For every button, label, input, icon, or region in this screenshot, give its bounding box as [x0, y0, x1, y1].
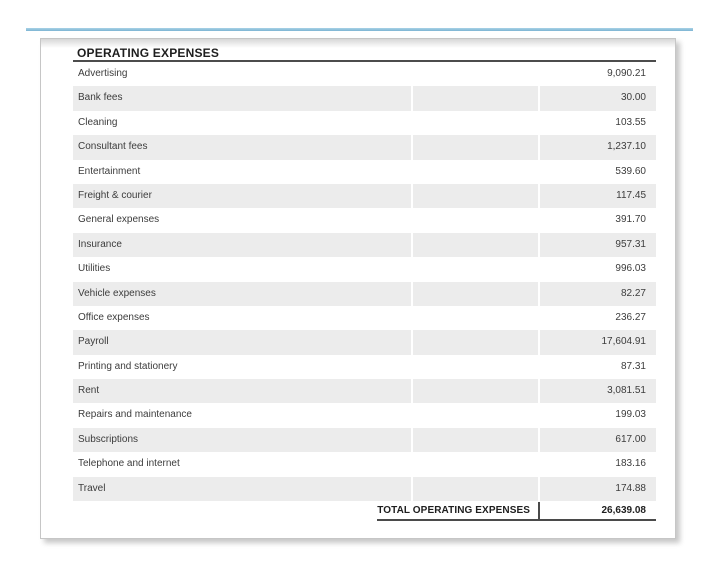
expense-name: Advertising [73, 62, 411, 87]
expense-name: Bank fees [73, 86, 411, 111]
expense-name: Office expenses [73, 305, 411, 331]
expense-amount: 1,237.10 [540, 135, 656, 160]
expense-amount: 3,081.51 [540, 379, 656, 404]
expense-mid-column [413, 305, 538, 331]
expense-row[interactable]: Entertainment 539.60 [73, 159, 656, 184]
expense-row[interactable]: Travel 174.88 [73, 476, 656, 502]
expense-name: Subscriptions [73, 427, 411, 453]
expense-mid-column [413, 427, 538, 453]
expense-name: Freight & courier [73, 183, 411, 209]
expense-row[interactable]: Printing and stationery 87.31 [73, 354, 656, 380]
operating-expenses-table: OPERATING EXPENSES Advertising 9,090.21 … [73, 45, 656, 521]
expense-amount: 996.03 [540, 257, 656, 282]
expense-mid-column [413, 452, 538, 477]
expense-mid-column [413, 62, 538, 87]
report-card: OPERATING EXPENSES Advertising 9,090.21 … [40, 38, 676, 539]
expense-amount: 117.45 [540, 183, 656, 209]
expense-amount: 103.55 [540, 110, 656, 136]
expense-mid-column [413, 330, 538, 355]
expense-mid-column [413, 208, 538, 233]
expense-row[interactable]: Consultant fees 1,237.10 [73, 135, 656, 160]
top-accent-line [26, 28, 693, 31]
expense-row[interactable]: General expenses 391.70 [73, 208, 656, 233]
expense-row[interactable]: Repairs and maintenance 199.03 [73, 403, 656, 428]
expense-mid-column [413, 476, 538, 502]
expense-amount: 82.27 [540, 281, 656, 306]
expense-name: Utilities [73, 257, 411, 282]
expense-name: Repairs and maintenance [73, 403, 411, 428]
expense-mid-column [413, 86, 538, 111]
expense-name: Travel [73, 476, 411, 502]
expense-name: Consultant fees [73, 135, 411, 160]
expense-amount: 17,604.91 [540, 330, 656, 355]
expense-mid-column [413, 110, 538, 136]
expense-amount: 183.16 [540, 452, 656, 477]
expense-row[interactable]: Telephone and internet 183.16 [73, 452, 656, 477]
expense-mid-column [413, 135, 538, 160]
expense-amount: 87.31 [540, 354, 656, 380]
expense-name: Payroll [73, 330, 411, 355]
expense-name: Rent [73, 379, 411, 404]
expense-amount: 30.00 [540, 86, 656, 111]
expense-amount: 174.88 [540, 476, 656, 502]
expense-row[interactable]: Cleaning 103.55 [73, 110, 656, 136]
expense-row[interactable]: Vehicle expenses 82.27 [73, 281, 656, 306]
expense-mid-column [413, 379, 538, 404]
expense-mid-column [413, 354, 538, 380]
expense-name: Telephone and internet [73, 452, 411, 477]
expense-row[interactable]: Freight & courier 117.45 [73, 183, 656, 209]
expense-mid-column [413, 232, 538, 258]
expense-mid-column [413, 159, 538, 184]
total-label: TOTAL OPERATING EXPENSES [377, 501, 540, 519]
expense-row[interactable]: Bank fees 30.00 [73, 86, 656, 111]
expense-row[interactable]: Rent 3,081.51 [73, 379, 656, 404]
expense-name: Entertainment [73, 159, 411, 184]
expense-amount: 391.70 [540, 208, 656, 233]
expense-row[interactable]: Office expenses 236.27 [73, 305, 656, 331]
section-title: OPERATING EXPENSES [73, 45, 656, 62]
expense-amount: 617.00 [540, 427, 656, 453]
expense-row[interactable]: Subscriptions 617.00 [73, 427, 656, 453]
expense-mid-column [413, 257, 538, 282]
total-row: TOTAL OPERATING EXPENSES 26,639.08 [73, 501, 656, 521]
expense-name: Vehicle expenses [73, 281, 411, 306]
expense-amount: 539.60 [540, 159, 656, 184]
expense-amount: 957.31 [540, 232, 656, 258]
expense-name: Cleaning [73, 110, 411, 136]
expense-mid-column [413, 403, 538, 428]
expense-row[interactable]: Utilities 996.03 [73, 257, 656, 282]
expense-name: Insurance [73, 232, 411, 258]
expense-name: General expenses [73, 208, 411, 233]
expense-row[interactable]: Insurance 957.31 [73, 232, 656, 258]
total-amount: 26,639.08 [601, 504, 647, 516]
expense-amount: 9,090.21 [540, 62, 656, 87]
expense-mid-column [413, 281, 538, 306]
expense-name: Printing and stationery [73, 354, 411, 380]
expense-rows: Advertising 9,090.21 Bank fees 30.00 Cle… [73, 62, 656, 502]
total-inner: TOTAL OPERATING EXPENSES 26,639.08 [377, 501, 656, 521]
expense-amount: 236.27 [540, 305, 656, 331]
expense-mid-column [413, 183, 538, 209]
expense-row[interactable]: Payroll 17,604.91 [73, 330, 656, 355]
expense-row[interactable]: Advertising 9,090.21 [73, 62, 656, 87]
expense-amount: 199.03 [540, 403, 656, 428]
